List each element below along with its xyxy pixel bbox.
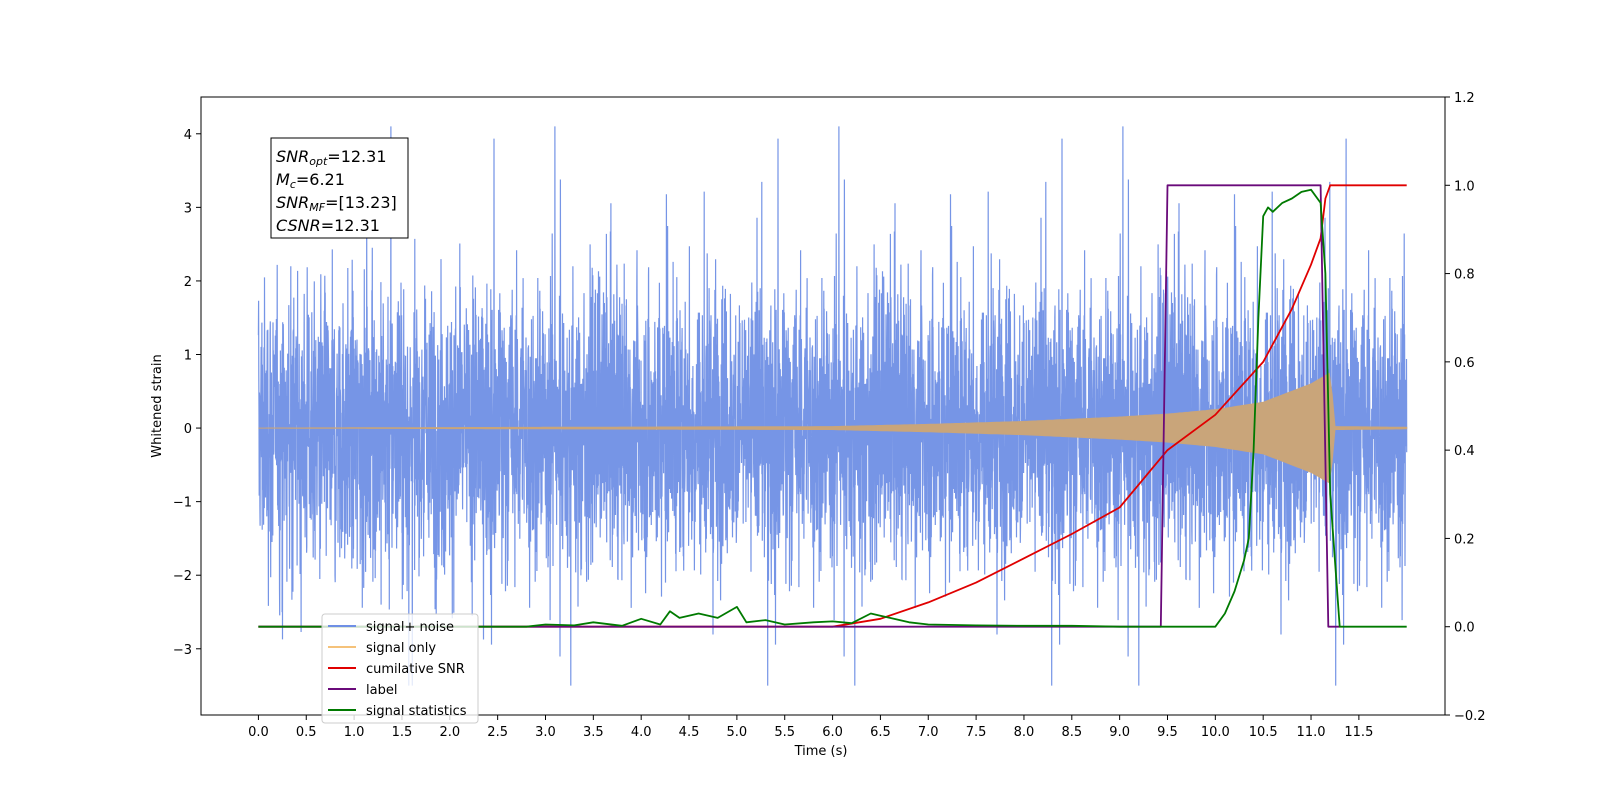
axes-frame <box>200 96 1446 716</box>
y2-tick-label: 0.6 <box>1454 356 1475 371</box>
x-tick-label: 2.0 <box>439 725 460 740</box>
legend-label: label <box>366 683 397 698</box>
y-tick-label: 4 <box>184 128 192 143</box>
y2-tick-label: −0.2 <box>1454 709 1486 724</box>
series-signal-noise-line <box>257 126 1408 686</box>
annotation-box: SNRopt=12.31Mc=6.21SNRMF=[13.23]CSNR=12.… <box>270 137 409 239</box>
annotation-value: =[13.23] <box>325 193 397 212</box>
x-axis-label: Time (s) <box>794 744 848 759</box>
x-tick-label: 10.0 <box>1201 725 1230 740</box>
x-axis: 0.0 0.5 1.0 1.5 2.0 2.5 3.0 3.5 4.0 4.5 5.0 5.5 6.0 6… <box>248 715 1373 740</box>
legend-label: cumilative SNR <box>366 662 465 677</box>
x-tick-label: 7.0 <box>918 725 939 740</box>
annotation-line: Mc=6.21 <box>276 170 345 191</box>
y2-tick-label: 0.0 <box>1454 621 1475 636</box>
y-tick-label: −3 <box>173 643 192 658</box>
x-tick-label: 8.5 <box>1061 725 1082 740</box>
annotation-value: =12.31 <box>321 216 380 235</box>
annotation-subscript: MF <box>309 201 325 214</box>
annotation-subscript: c <box>290 178 296 191</box>
y2-tick-label: 0.8 <box>1454 268 1475 283</box>
x-tick-label: 1.0 <box>344 725 365 740</box>
annotation-symbol: M <box>276 170 290 189</box>
annotation-line: CSNR=12.31 <box>276 216 380 235</box>
y-tick-label: 2 <box>184 275 192 290</box>
annotation-symbol: CSNR <box>276 216 321 235</box>
x-tick-label: 3.5 <box>583 725 604 740</box>
annotation-line: SNRopt=12.31 <box>276 147 387 168</box>
x-tick-label: 11.5 <box>1344 725 1373 740</box>
x-tick-label: 0.0 <box>248 725 269 740</box>
y-tick-label: 3 <box>184 201 192 216</box>
x-tick-label: 4.5 <box>679 725 700 740</box>
y-tick-label: −1 <box>173 496 192 511</box>
x-tick-label: 11.0 <box>1297 725 1326 740</box>
y-axis-right: 1.2 1.0 0.8 0.6 0.4 0.2 0.0 −0.2 <box>1445 91 1486 724</box>
annotation-line: SNRMF=[13.23] <box>276 193 397 214</box>
annotation-symbol: SNR <box>276 147 309 166</box>
annotation-value: =6.21 <box>296 170 345 189</box>
annotation-frame <box>270 137 409 239</box>
x-tick-label: 4.0 <box>631 725 652 740</box>
series-signal-statistics-line <box>258 188 1407 628</box>
series-signal-only-envelope <box>258 372 1408 484</box>
legend: signal+ noise signal only cumilative SNR la… <box>321 613 479 724</box>
y-tick-label: 1 <box>184 349 192 364</box>
x-tick-label: 5.5 <box>774 725 795 740</box>
x-tick-label: 2.5 <box>487 725 508 740</box>
x-tick-label: 6.0 <box>822 725 843 740</box>
x-tick-label: 9.5 <box>1157 725 1178 740</box>
y2-tick-label: 1.0 <box>1454 179 1475 194</box>
x-tick-label: 1.5 <box>392 725 413 740</box>
x-tick-label: 5.0 <box>727 725 748 740</box>
legend-frame <box>321 613 479 724</box>
x-tick-label: 8.0 <box>1014 725 1035 740</box>
x-tick-label: 3.0 <box>535 725 556 740</box>
y2-tick-label: 1.2 <box>1454 91 1475 106</box>
y-axis-left: 4 3 2 1 0 −1 −2 −3 <box>173 128 201 658</box>
x-tick-label: 7.5 <box>966 725 987 740</box>
y-tick-label: 0 <box>184 422 192 437</box>
x-tick-label: 6.5 <box>870 725 891 740</box>
legend-label: signal only <box>366 641 436 656</box>
x-tick-label: 0.5 <box>296 725 317 740</box>
series-label-line <box>258 184 1340 628</box>
legend-label: signal statistics <box>366 704 467 719</box>
annotation-value: =12.31 <box>327 147 386 166</box>
annotation-symbol: SNR <box>276 193 309 212</box>
annotation-subscript: opt <box>309 155 328 168</box>
x-tick-label: 10.5 <box>1249 725 1278 740</box>
y-axis-label: Whitened strain <box>150 354 165 457</box>
legend-label: signal+ noise <box>366 620 454 635</box>
x-tick-label: 9.0 <box>1109 725 1130 740</box>
plot-area <box>257 126 1408 686</box>
y2-tick-label: 0.2 <box>1454 532 1475 547</box>
y-tick-label: −2 <box>173 569 192 584</box>
y2-tick-label: 0.4 <box>1454 444 1475 459</box>
